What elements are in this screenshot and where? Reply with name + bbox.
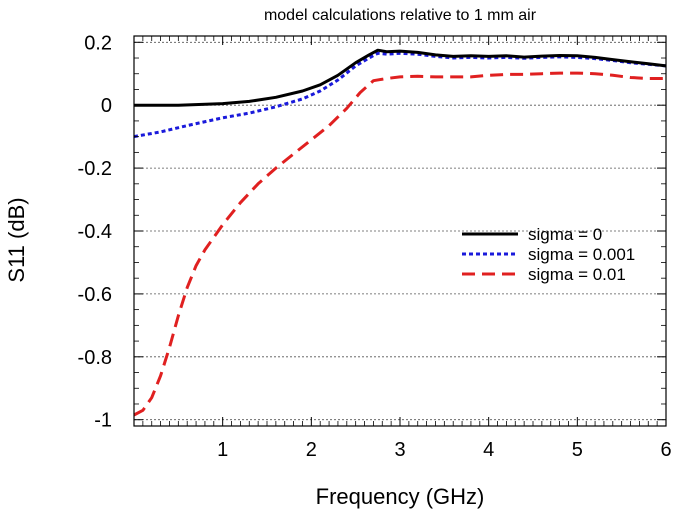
x-axis-title: Frequency (GHz) [316, 484, 485, 509]
x-tick-label: 6 [660, 439, 671, 461]
x-tick-label: 1 [217, 439, 228, 461]
series-line-1 [133, 51, 667, 139]
x-tick-label: 3 [394, 439, 405, 461]
y-tick-label: 0 [101, 95, 112, 117]
y-tick-label: -0.4 [78, 221, 112, 243]
x-tick-label: 2 [306, 439, 317, 461]
y-tick-label: -0.2 [78, 158, 112, 180]
y-tick-label: -1 [94, 410, 112, 432]
axis-ticks: 1 2 3 4 5 6 0.2 0 -0.2 -0.4 -0.6 -0.8 -1 [78, 32, 672, 461]
series-line-2 [133, 71, 666, 417]
legend-label-2: sigma = 0.01 [528, 265, 626, 284]
series-lines [133, 48, 667, 417]
y-axis-title: S11 (dB) [4, 197, 29, 282]
chart-title: model calculations relative to 1 mm air [264, 7, 537, 24]
y-tick-label: 0.2 [84, 32, 112, 54]
legend-label-1: sigma = 0.001 [528, 245, 635, 264]
series-line-0 [134, 48, 667, 107]
legend-label-0: sigma = 0 [528, 225, 602, 244]
y-tick-label: -0.6 [78, 284, 112, 306]
x-tick-label: 5 [572, 439, 583, 461]
y-tick-label: -0.8 [78, 347, 112, 369]
x-tick-label: 4 [483, 439, 494, 461]
